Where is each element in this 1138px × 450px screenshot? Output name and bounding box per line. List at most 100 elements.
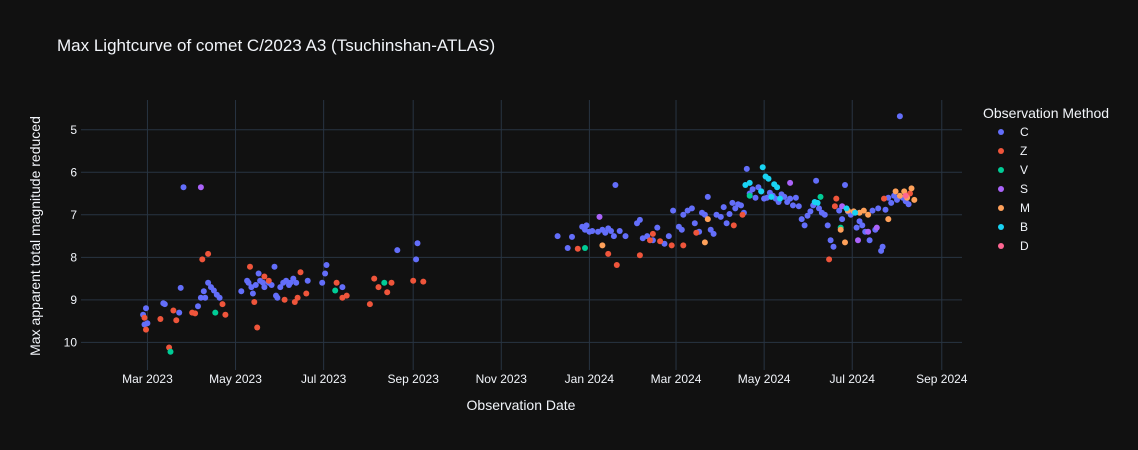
data-point: [792, 194, 799, 201]
data-point: [749, 186, 756, 193]
data-point: [746, 192, 753, 199]
data-point: [371, 275, 378, 282]
data-point: [574, 245, 581, 252]
data-point: [680, 242, 687, 249]
data-point: [413, 256, 420, 263]
data-point: [894, 196, 900, 203]
series-M: [599, 185, 918, 249]
data-point: [801, 222, 808, 229]
data-point: [210, 287, 217, 294]
data-point: [826, 256, 833, 263]
data-point: [787, 179, 794, 186]
data-point: [197, 294, 204, 301]
data-point: [678, 226, 685, 233]
data-point: [816, 205, 822, 212]
legend-title: Observation Method: [983, 105, 1109, 121]
legend-item-D[interactable]: D: [998, 239, 1029, 253]
data-point: [777, 195, 783, 202]
y-axis-ticks: 5 6 7 8 9 10: [64, 123, 78, 350]
data-point: [195, 303, 201, 310]
data-point: [830, 243, 837, 250]
data-point: [375, 284, 382, 291]
data-point: [414, 240, 421, 247]
data-point: [219, 301, 226, 308]
data-point: [704, 193, 711, 200]
x-tick-label: May 2023: [209, 372, 262, 386]
data-point: [384, 289, 391, 296]
data-point: [911, 196, 918, 203]
x-tick-label: Nov 2023: [476, 372, 528, 386]
data-point: [833, 195, 840, 202]
y-tick-label: 7: [70, 208, 77, 222]
data-point: [670, 207, 677, 214]
legend-marker: [998, 186, 1004, 192]
data-point: [420, 278, 427, 285]
data-point: [790, 202, 796, 209]
data-point: [661, 240, 668, 247]
data-point: [821, 211, 828, 218]
data-point: [366, 301, 373, 308]
legend-item-S[interactable]: S: [998, 182, 1028, 196]
data-point: [333, 279, 340, 286]
series-Z: [141, 190, 913, 351]
y-axis-title: Max apparent total magnitude reduced: [27, 116, 43, 356]
data-point: [881, 195, 887, 202]
data-point: [277, 284, 284, 291]
data-point: [843, 205, 850, 212]
data-point: [322, 270, 329, 277]
data-point: [247, 263, 253, 270]
y-tick-label: 9: [70, 293, 77, 307]
data-point: [339, 284, 346, 291]
data-point: [610, 233, 617, 240]
data-point: [157, 316, 164, 322]
data-point: [707, 226, 714, 233]
x-tick-label: Jul 2024: [830, 372, 876, 386]
data-point: [622, 233, 629, 240]
data-point: [170, 307, 177, 314]
data-point: [908, 185, 915, 192]
data-point: [836, 207, 843, 214]
legend-marker: [998, 205, 1004, 211]
data-point: [649, 230, 656, 237]
data-point: [807, 208, 814, 215]
data-point: [197, 184, 204, 191]
data-point: [261, 284, 268, 291]
data-point: [274, 294, 281, 301]
legend-marker: [998, 224, 1004, 230]
data-point: [192, 310, 199, 317]
legend-item-V[interactable]: V: [998, 163, 1028, 177]
data-point: [837, 226, 844, 233]
x-tick-label: Sep 2023: [387, 372, 439, 386]
data-point: [605, 250, 612, 257]
data-point: [410, 277, 417, 284]
x-tick-label: Mar 2024: [651, 372, 702, 386]
data-point: [885, 216, 892, 223]
x-tick-label: Mar 2023: [122, 372, 173, 386]
legend-item-B[interactable]: B: [998, 220, 1028, 234]
data-point: [774, 184, 781, 191]
data-point: [636, 252, 643, 259]
data-point: [205, 279, 212, 286]
data-point: [665, 233, 672, 240]
legend-item-C[interactable]: C: [998, 125, 1029, 139]
legend-item-M[interactable]: M: [998, 201, 1030, 215]
x-axis-ticks: Mar 2023 May 2023 Jul 2023 Sep 2023 Nov 2023…: [122, 372, 968, 386]
legend-item-Z[interactable]: Z: [998, 144, 1027, 158]
data-points: [140, 113, 918, 355]
data-point: [616, 228, 623, 234]
data-point: [249, 290, 256, 297]
data-point: [765, 175, 772, 182]
data-point: [710, 230, 717, 237]
data-point: [200, 288, 207, 295]
y-tick-label: 5: [70, 123, 77, 137]
data-point: [161, 301, 168, 308]
series-S: [197, 179, 880, 244]
data-point: [879, 243, 886, 250]
data-point: [902, 192, 909, 199]
data-point: [602, 229, 609, 236]
data-point: [693, 229, 700, 236]
data-point: [701, 211, 708, 218]
data-point: [589, 228, 596, 234]
data-point: [144, 320, 151, 327]
